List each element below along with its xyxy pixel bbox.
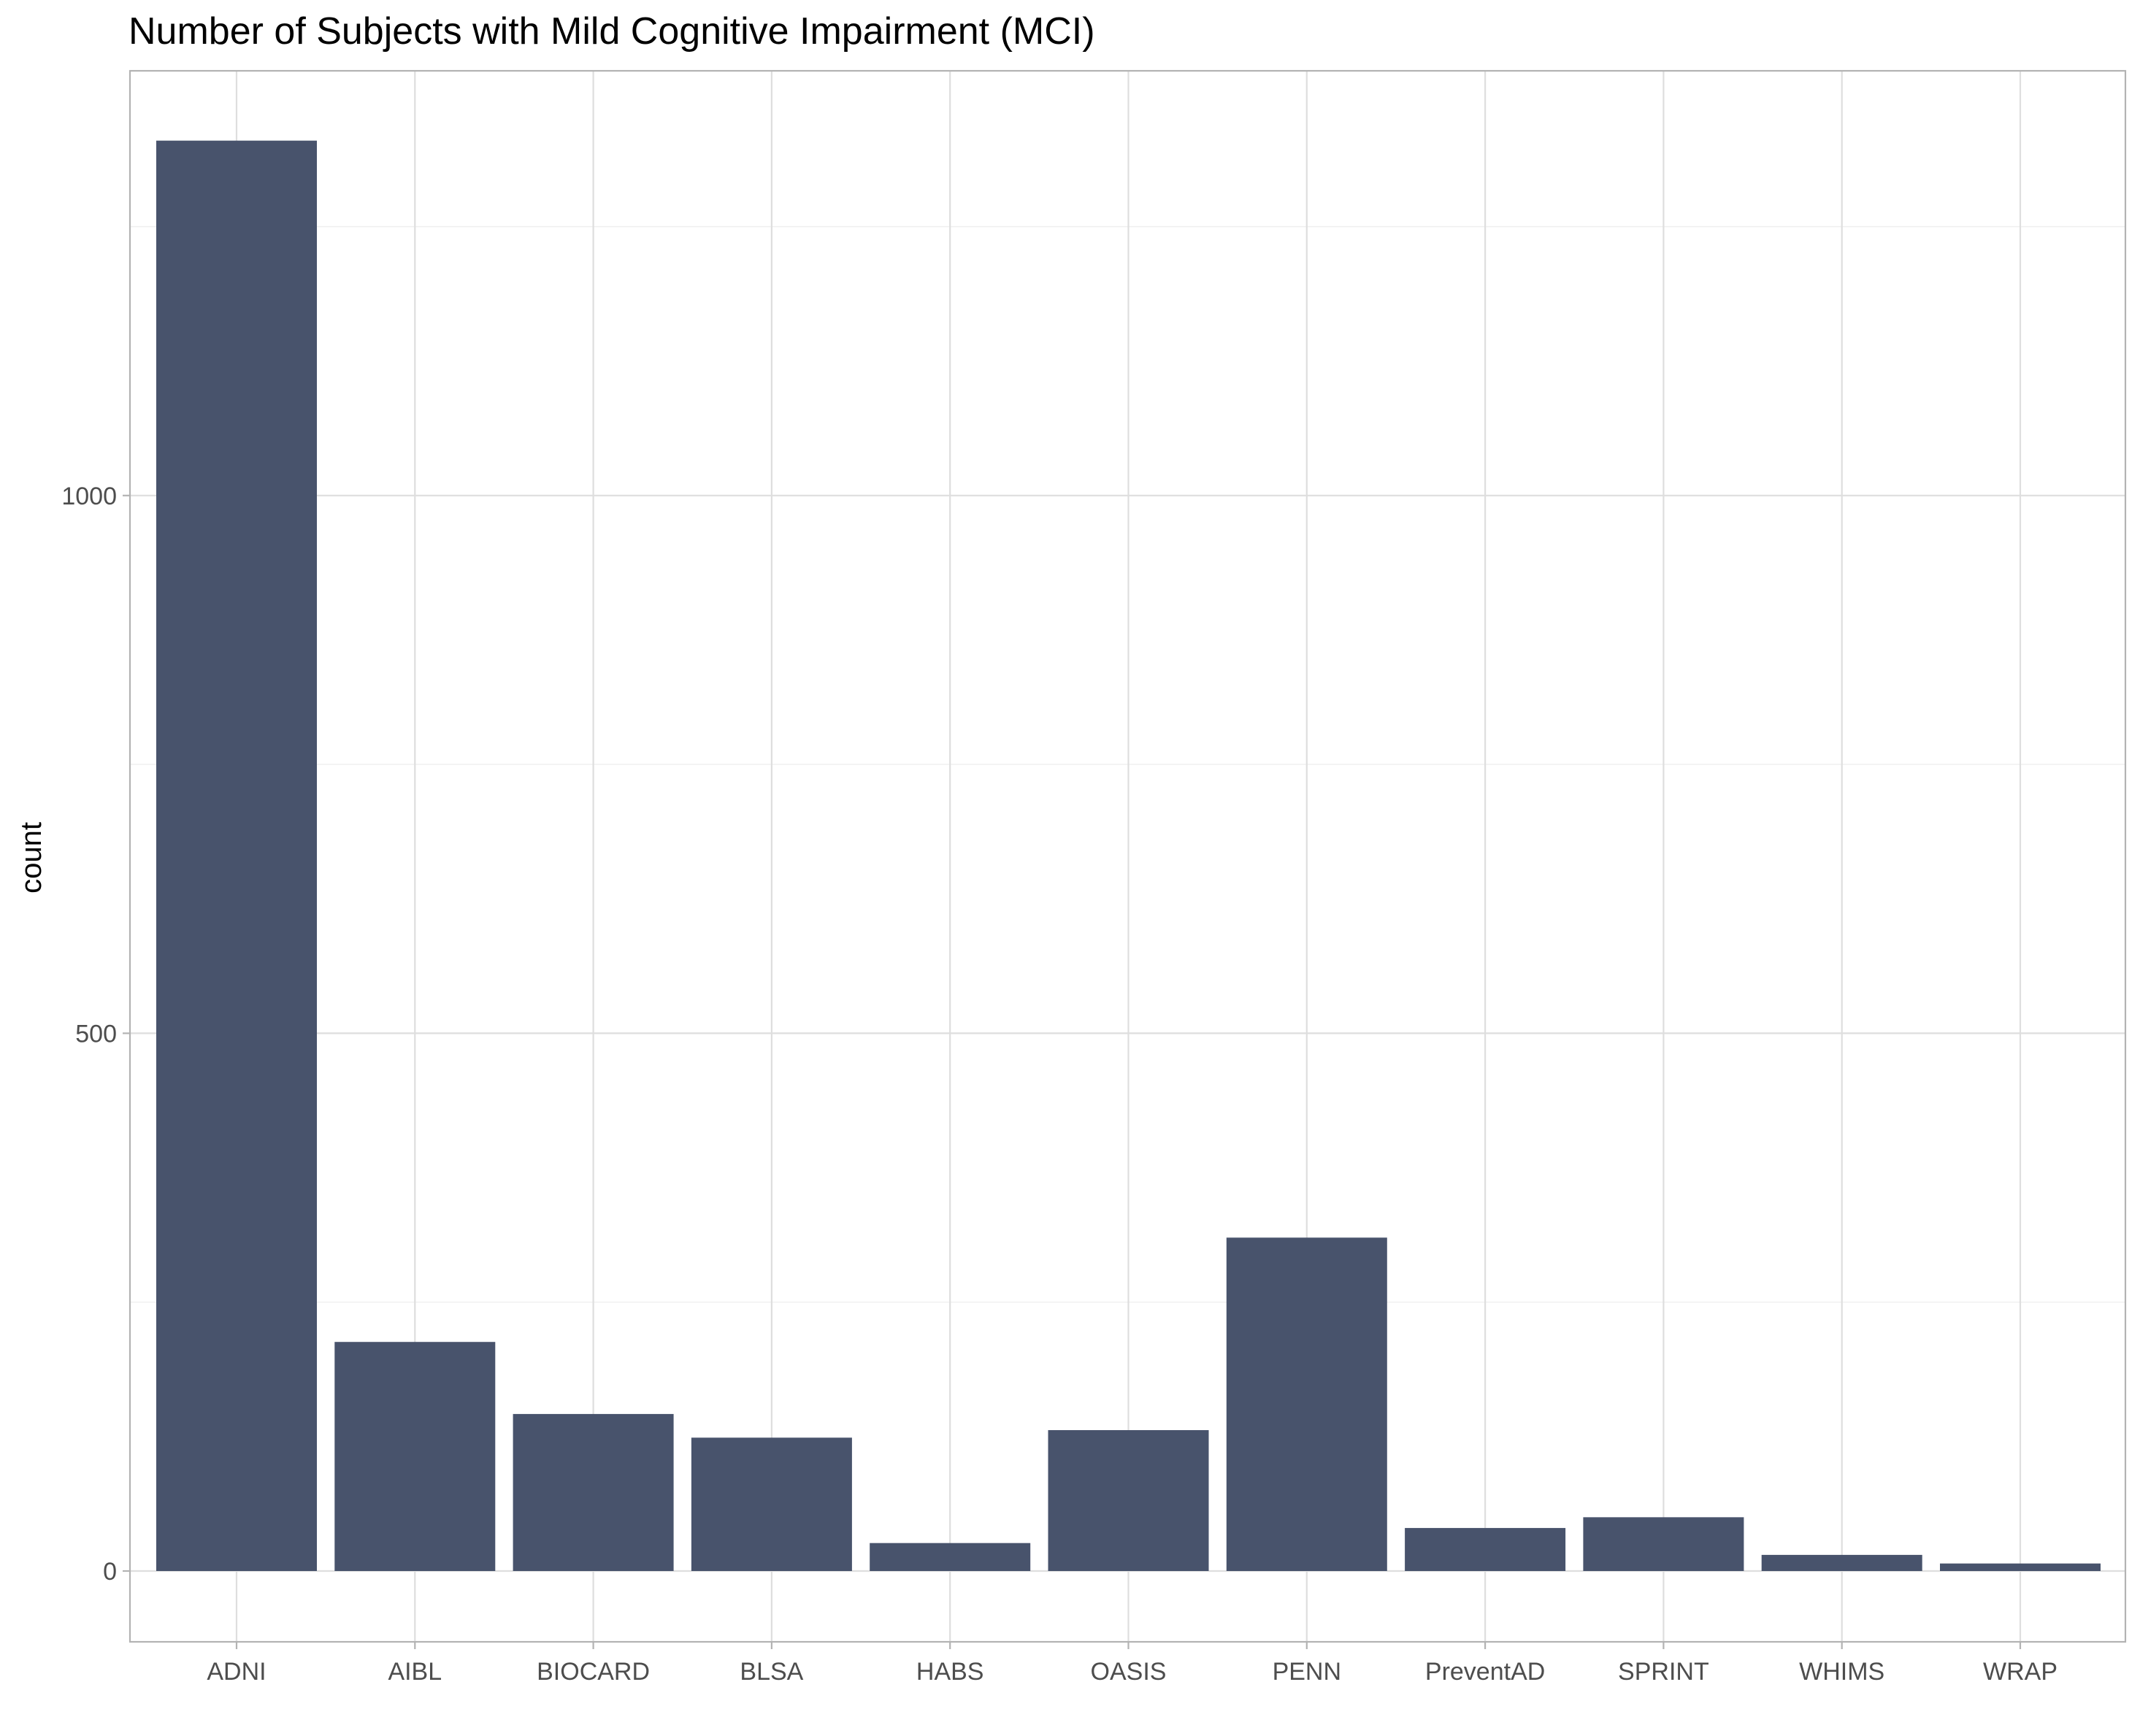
y-tick-label: 500 xyxy=(75,1020,117,1048)
chart-title: Number of Subjects with Mild Cognitive I… xyxy=(129,10,1095,53)
y-axis-ticks: 0 500 1000 xyxy=(61,483,130,1586)
bar-habs xyxy=(870,1543,1031,1571)
bar-wrap xyxy=(1940,1563,2101,1571)
x-tick-label-oasis: OASIS xyxy=(1091,1658,1167,1686)
bar-biocard xyxy=(513,1413,674,1571)
bar-sprint xyxy=(1583,1517,1744,1571)
x-tick-label-blsa: BLSA xyxy=(740,1658,803,1686)
x-tick-label-adni: ADNI xyxy=(207,1658,266,1686)
x-tick-label-sprint: SPRINT xyxy=(1618,1658,1709,1686)
bar-blsa xyxy=(691,1437,852,1571)
x-tick-label-biocard: BIOCARD xyxy=(537,1658,650,1686)
x-axis-ticks: ADNI AIBL BIOCARD BLSA HABS OASIS PENN PreventA… xyxy=(207,1642,2057,1686)
x-tick-label-whims: WHIMS xyxy=(1799,1658,1884,1686)
bar-preventad xyxy=(1405,1528,1566,1571)
bar-aibl xyxy=(334,1342,496,1571)
x-tick-label-penn: PENN xyxy=(1273,1658,1341,1686)
bar-adni xyxy=(156,140,317,1571)
plot-panel-border xyxy=(129,69,2127,1643)
x-tick-label-preventad: PreventAD xyxy=(1425,1658,1545,1686)
y-tick-label: 0 xyxy=(103,1558,117,1586)
x-tick-label-habs: HABS xyxy=(916,1658,984,1686)
bar-whims xyxy=(1761,1554,1922,1571)
bar-penn xyxy=(1226,1237,1387,1571)
bars xyxy=(156,140,2101,1571)
y-axis-label: count xyxy=(15,822,47,894)
y-tick-label: 1000 xyxy=(61,483,117,510)
x-tick-label-aibl: AIBL xyxy=(388,1658,442,1686)
x-tick-label-wrap: WRAP xyxy=(1983,1658,2057,1686)
bar-oasis xyxy=(1048,1430,1209,1571)
